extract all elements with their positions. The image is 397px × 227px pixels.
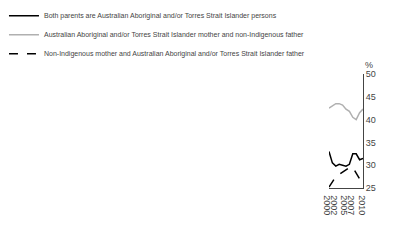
svg-text:2010: 2010 — [357, 195, 367, 215]
svg-text:2000: 2000 — [322, 195, 332, 215]
svg-text:40: 40 — [366, 115, 376, 125]
svg-text:%: % — [365, 60, 373, 70]
svg-text:Australian Aboriginal and/or T: Australian Aboriginal and/or Torres Stra… — [44, 31, 304, 39]
svg-text:50: 50 — [366, 69, 376, 79]
svg-text:25: 25 — [366, 183, 376, 193]
svg-text:2005: 2005 — [339, 195, 349, 215]
svg-text:35: 35 — [366, 138, 376, 148]
svg-text:30: 30 — [366, 160, 376, 170]
svg-text:45: 45 — [366, 92, 376, 102]
svg-text:2002: 2002 — [329, 195, 339, 215]
svg-text:Non-Indigenous mother and Aust: Non-Indigenous mother and Australian Abo… — [44, 50, 305, 58]
svg-text:2007: 2007 — [346, 195, 356, 215]
svg-text:Both parents are Australian Ab: Both parents are Australian Aboriginal a… — [44, 12, 277, 20]
